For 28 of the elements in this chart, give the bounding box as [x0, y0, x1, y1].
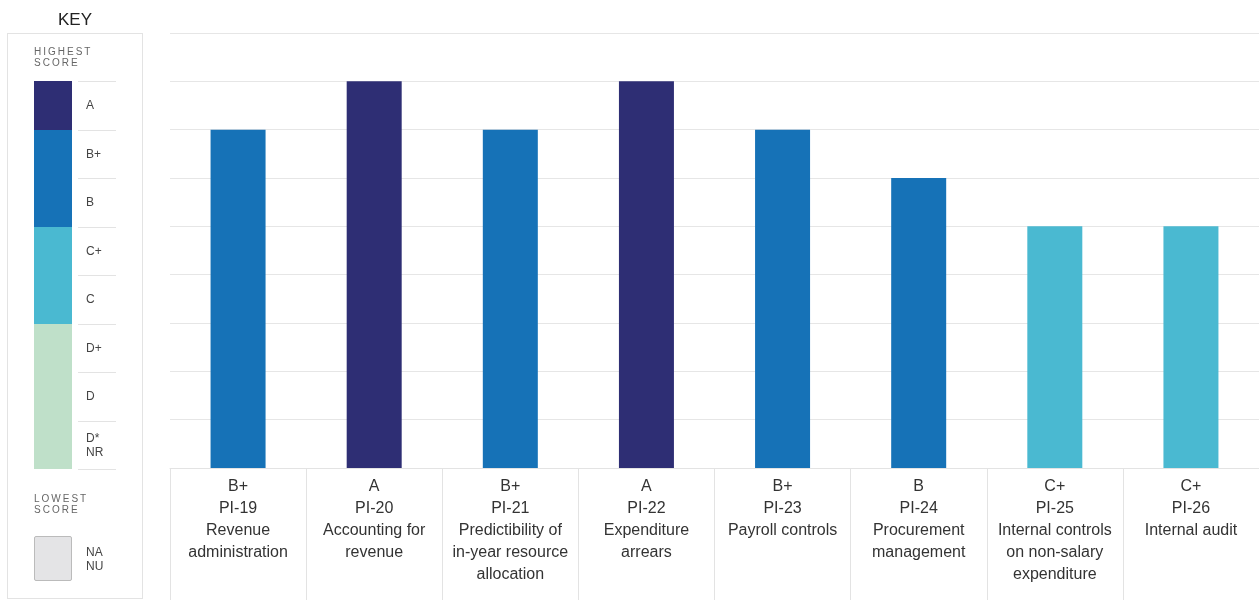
bar: [618, 81, 674, 468]
bar: [755, 129, 811, 468]
category-label: D* NR: [86, 430, 104, 459]
x-tick-label: A PI-20 Accounting for revenue: [323, 476, 426, 560]
category-label: C+: [86, 243, 102, 258]
x-tick-label: C+ PI-26 Internal audit: [1144, 476, 1238, 538]
category-label: D+: [86, 340, 102, 355]
category-label: C: [86, 292, 95, 307]
x-tick-label: B+ PI-21 Predictibility of in-year resource allocation: [452, 476, 569, 582]
category-label: B: [86, 195, 95, 210]
x-tick-label: B+ PI-19 Revenue administration: [188, 476, 288, 560]
x-tick-label: B PI-24 Procurement management: [871, 476, 966, 560]
text: KEY: [57, 10, 93, 30]
text: HIGHEST SCORE: [34, 46, 94, 68]
text: LOWEST SCORE: [34, 493, 90, 515]
bar: [891, 178, 947, 468]
bar: [210, 129, 266, 468]
x-tick-label: B+ PI-23 Payroll controls: [727, 476, 838, 538]
category-label: B+: [86, 146, 102, 161]
category-label: NA NU: [86, 544, 104, 573]
category-label: A: [86, 98, 95, 113]
x-tick-label: A PI-22 Expenditure arrears: [603, 476, 690, 560]
bar: [346, 81, 402, 468]
bar: [1163, 226, 1219, 468]
x-tick-label: C+ PI-25 Internal controls on non-salary expenditure: [997, 476, 1112, 582]
bar: [482, 129, 538, 468]
bar: [1027, 226, 1083, 468]
category-label: D: [86, 389, 95, 404]
